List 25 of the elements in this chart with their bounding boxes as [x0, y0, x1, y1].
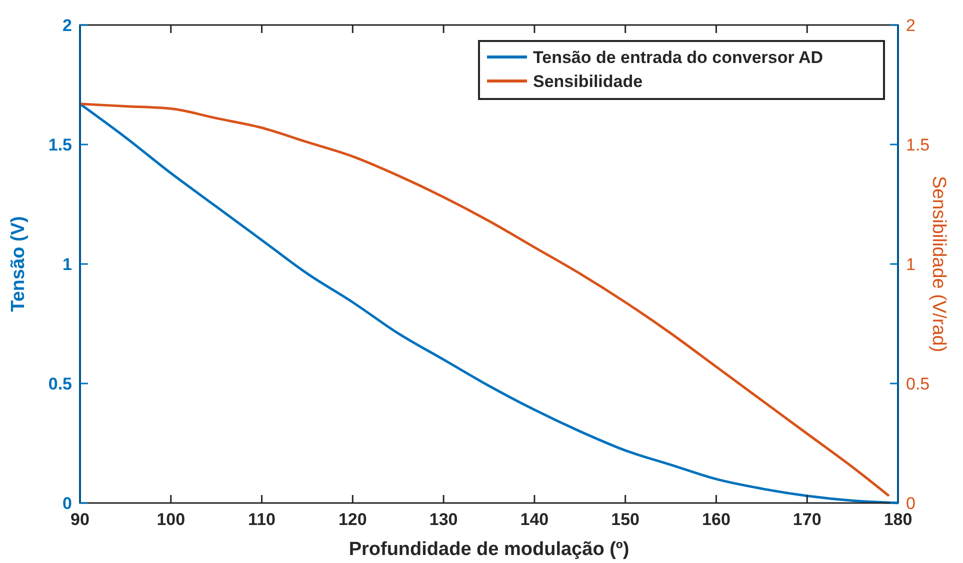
y2-axis-title: Sensibilidade (V/rad)	[928, 176, 949, 352]
x-axis-title: Profundidade de modulação (º)	[348, 539, 630, 560]
x-tick-label: 120	[338, 510, 367, 529]
x-tick-label: 150	[611, 510, 640, 529]
y2-tick-label: 0	[906, 494, 916, 513]
y-tick-label: 2	[62, 16, 72, 35]
y-tick-label: 0	[62, 494, 72, 513]
y2-tick-label: 2	[906, 16, 916, 35]
legend-label: Sensibilidade	[533, 72, 643, 91]
y2-tick-label: 1	[906, 255, 916, 274]
x-tick-label: 100	[156, 510, 186, 529]
x-tick-label: 110	[248, 510, 276, 529]
x-tick-label: 180	[884, 510, 912, 529]
y2-tick-label: 1.5	[906, 136, 930, 154]
y-tick-label: 1	[62, 255, 72, 274]
legend-label: Tensão de entrada do conversor AD	[533, 48, 824, 67]
y2-tick-label: 0.5	[906, 374, 930, 394]
x-tick-label: 90	[70, 510, 90, 529]
x-tick-label: 160	[702, 510, 730, 529]
x-tick-label: 140	[520, 510, 549, 529]
x-tick-label: 170	[792, 510, 822, 529]
y-tick-label: 0.5	[48, 374, 72, 394]
x-tick-label: 130	[429, 510, 458, 529]
y-tick-label: 1.5	[48, 136, 72, 154]
y-axis-title: Tensão (V)	[8, 216, 29, 312]
